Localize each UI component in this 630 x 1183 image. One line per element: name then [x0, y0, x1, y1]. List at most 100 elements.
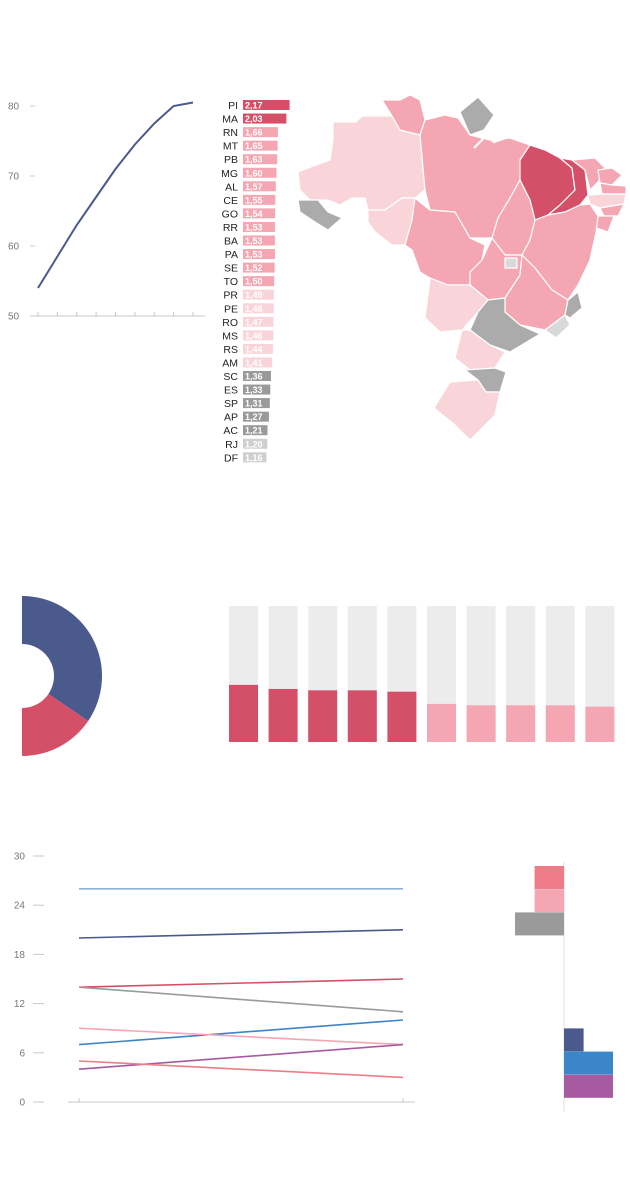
y-tick-label: 70: [8, 172, 20, 183]
slope-line: [78, 986, 404, 1013]
state-value-label: 1,53: [245, 250, 263, 260]
map-region-rn: [597, 167, 623, 186]
column-bar: [308, 690, 338, 742]
series-line: [37, 101, 194, 289]
state-label: RS: [223, 344, 238, 356]
map-region-ce: [571, 157, 606, 191]
state-bar: [243, 249, 275, 260]
state-bar: [243, 303, 274, 314]
slope-line: [78, 1060, 404, 1079]
y-tick-label: 30: [14, 852, 26, 863]
state-bar: [243, 316, 274, 327]
column-bar: [466, 705, 496, 742]
state-value-label: 1,20: [245, 439, 263, 449]
state-label: SE: [224, 263, 238, 275]
state-bar: [243, 235, 275, 246]
state-label: DF: [224, 452, 238, 464]
state-label: CE: [223, 195, 238, 207]
state-value-label: 1,53: [245, 222, 263, 232]
state-label: AL: [225, 181, 238, 193]
column-bar: [387, 691, 417, 742]
state-bar: [243, 452, 267, 463]
donut-slice: [22, 596, 103, 721]
slope-line: [78, 1019, 404, 1046]
map-region-ac: [297, 199, 343, 231]
state-value-label: 1,21: [245, 426, 263, 436]
state-bar: [243, 194, 276, 205]
state-bar: [243, 384, 271, 395]
state-value-label: 1,60: [245, 168, 263, 178]
slope-line: [78, 978, 404, 988]
state-bar: [243, 425, 268, 436]
state-value-label: 1,41: [245, 358, 263, 368]
column-bar: [506, 705, 536, 742]
state-bar: [243, 398, 270, 409]
state-bar: [243, 127, 278, 138]
state-label: RR: [223, 222, 239, 234]
column-bar: [585, 706, 615, 742]
state-bar: [243, 181, 276, 192]
diverging-bar: [534, 866, 564, 889]
column-bar: [427, 703, 456, 742]
y-tick-label: 18: [14, 950, 26, 961]
state-value-label: 1,47: [245, 317, 263, 327]
state-bar: [243, 276, 275, 287]
state-value-label: 1,53: [245, 236, 263, 246]
state-bar: [243, 154, 278, 165]
state-bar: [243, 411, 269, 422]
state-label: MA: [222, 114, 238, 126]
diverging-bar: [515, 912, 564, 936]
state-label: AM: [222, 357, 238, 369]
state-label: PB: [224, 154, 238, 166]
slope-line: [78, 1043, 404, 1070]
state-value-label: 1,57: [245, 182, 263, 192]
state-value-label: 2,03: [245, 114, 263, 124]
state-bar: [243, 330, 274, 341]
map-region-df: [504, 257, 518, 269]
map-region-ap: [459, 96, 495, 136]
column-bar: [268, 688, 298, 742]
state-value-label: 1,16: [245, 453, 263, 463]
state-value-label: 1,66: [245, 128, 263, 138]
donut-slice: [22, 693, 89, 756]
state-value-label: 1,50: [245, 277, 263, 287]
state-label: AC: [223, 425, 238, 437]
map-region-rs: [433, 379, 501, 441]
state-value-label: 1,36: [245, 372, 263, 382]
state-bar: [243, 113, 287, 124]
state-label: MG: [221, 168, 238, 180]
state-bar: [243, 289, 274, 300]
map-region-se: [595, 215, 615, 233]
state-value-label: 1,27: [245, 412, 263, 422]
state-label: RN: [223, 127, 238, 139]
state-label: GO: [222, 208, 238, 220]
state-value-label: 1,49: [245, 290, 263, 300]
state-label: PA: [225, 249, 238, 261]
y-tick-label: 12: [14, 999, 26, 1010]
state-bar: [243, 208, 276, 219]
column-bar: [347, 690, 377, 742]
state-bar: [243, 371, 271, 381]
map-region-ba: [521, 203, 599, 301]
state-label: MS: [222, 330, 238, 342]
map-region-pr: [454, 329, 506, 371]
state-bar: [243, 343, 273, 354]
state-label: SC: [223, 371, 238, 383]
slope-chart: 30 24 18 12 6 0: [14, 852, 415, 1109]
state-value-label: 1,54: [245, 209, 263, 219]
line-chart-1: 80 70 60 50: [8, 102, 205, 323]
state-bar: [243, 438, 268, 449]
diverging-bar: [564, 1074, 613, 1098]
diverging-bar: [564, 1051, 613, 1075]
state-label: MT: [223, 141, 239, 153]
state-bar: [243, 262, 275, 273]
state-label: PR: [223, 290, 238, 302]
state-label: BA: [224, 236, 238, 248]
state-label: TO: [224, 276, 238, 288]
map-region-pb: [599, 182, 627, 195]
state-label: SP: [224, 398, 238, 410]
map-region-rj: [544, 314, 571, 339]
y-tick-label: 50: [8, 312, 20, 323]
y-tick-label: 80: [8, 102, 20, 113]
